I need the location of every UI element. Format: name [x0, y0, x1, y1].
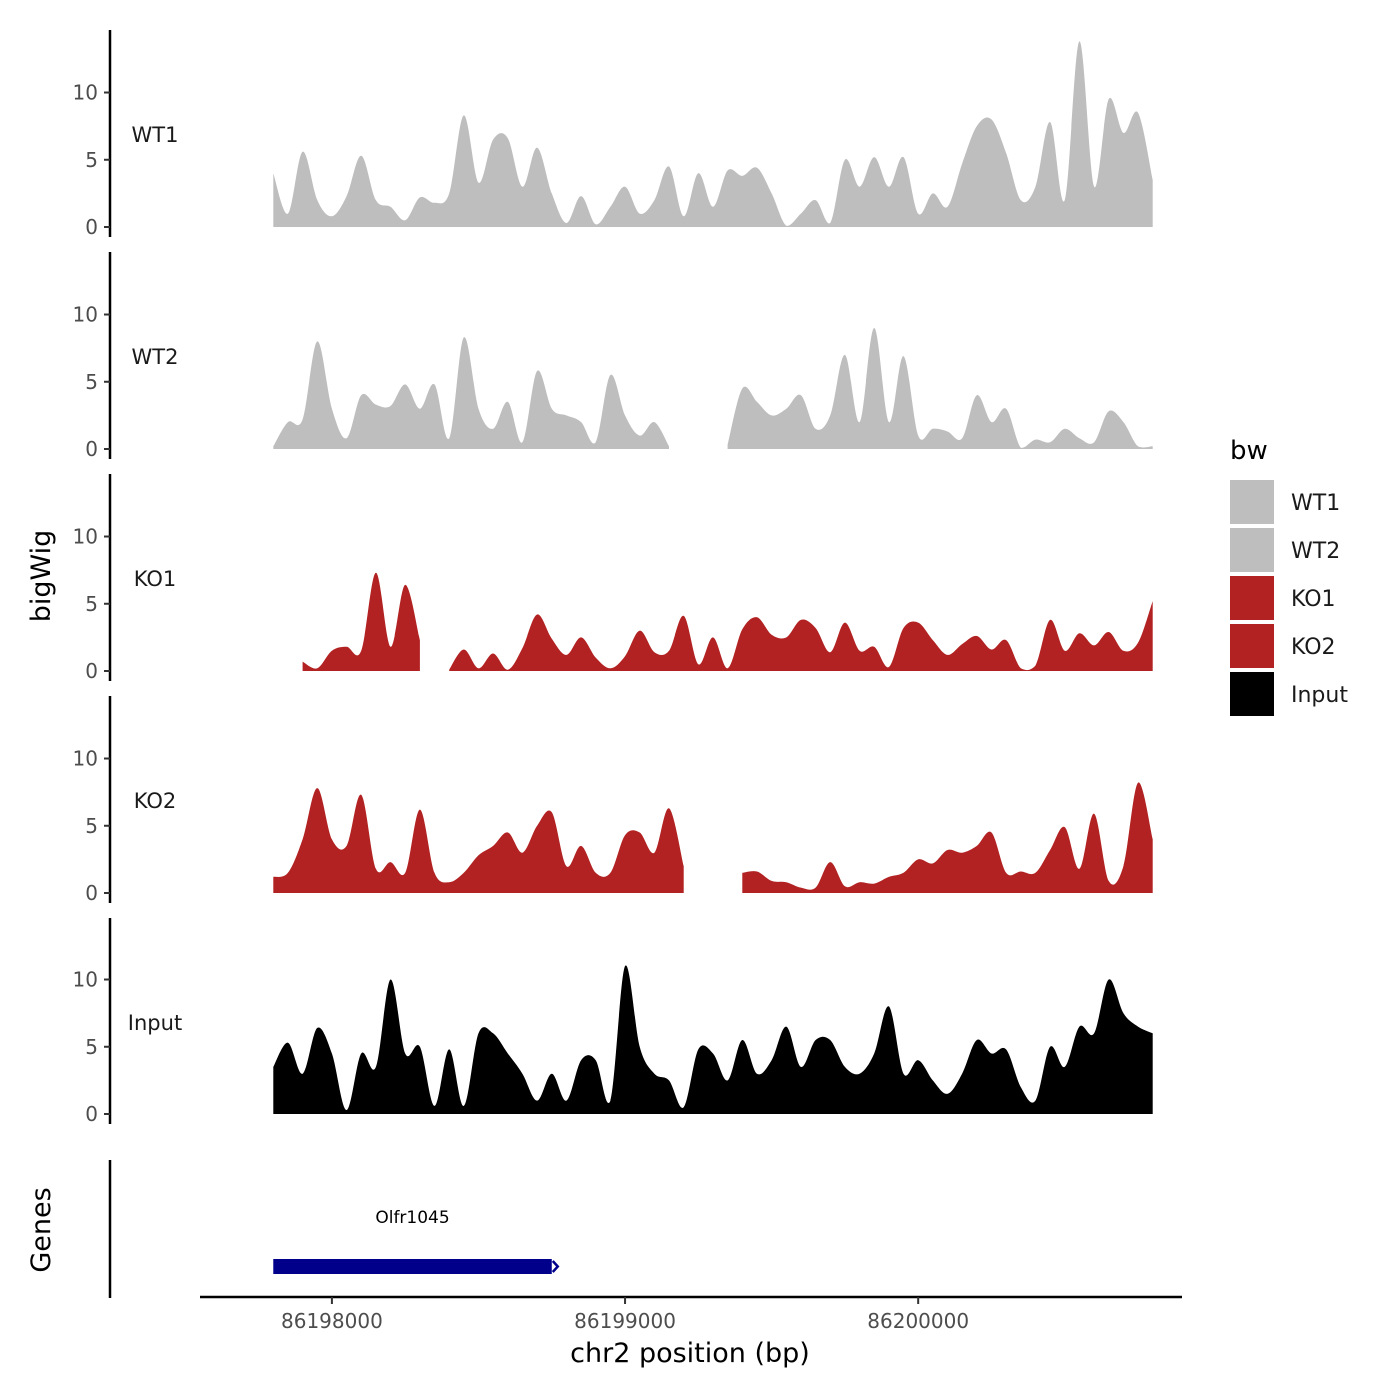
legend-swatch-input [1230, 672, 1274, 716]
legend-label-wt2: WT2 [1291, 539, 1340, 564]
signal-area-ko1 [449, 601, 1153, 671]
track-wt2: 0 5 10 WT2 [73, 252, 1153, 461]
y-axis-title: bigWig [26, 530, 57, 623]
y-tick-label: 5 [85, 1035, 98, 1059]
track-label-input: Input [128, 1011, 182, 1035]
track-ko2: 0 5 10 KO2 [73, 696, 1153, 905]
y-tick-label: 10 [73, 525, 98, 549]
x-tick-label: 86199000 [574, 1309, 676, 1333]
track-label-wt1: WT1 [132, 123, 179, 147]
signal-area-wt1 [273, 41, 1153, 228]
signal-area-ko1 [302, 572, 420, 671]
y-tick-label: 0 [85, 1102, 98, 1126]
track-label-ko1: KO1 [134, 567, 177, 591]
genes-axis-title: Genes [26, 1187, 57, 1272]
signal-area-ko2 [273, 788, 684, 893]
track-wt1: 0 5 10 WT1 [73, 30, 1153, 239]
signal-area-input [273, 965, 1153, 1114]
track-input: 0 5 10 Input [73, 918, 1153, 1126]
y-tick-label: 0 [85, 881, 98, 905]
signal-tracks: 0 5 10 WT1 0 5 10 WT2 0 5 10 KO1 0 5 10 KO2 0 5 10 Input [73, 30, 1153, 1126]
x-axis: 86198000 86199000 86200000 [200, 1295, 1182, 1333]
y-tick-label: 10 [73, 968, 98, 992]
legend: bw WT1 WT2 KO1 KO2 Input [1230, 436, 1348, 716]
y-tick-label: 10 [73, 303, 98, 327]
genes-panel: Olfr1045 [108, 1160, 560, 1298]
signal-area-ko2 [742, 782, 1153, 893]
y-tick-label: 10 [73, 747, 98, 771]
x-axis-title: chr2 position (bp) [570, 1338, 810, 1369]
gene-label: Olfr1045 [375, 1208, 449, 1228]
legend-swatch-ko1 [1230, 576, 1274, 620]
track-label-wt2: WT2 [132, 345, 179, 369]
y-tick-label: 0 [85, 437, 98, 461]
legend-swatch-ko2 [1230, 624, 1274, 668]
y-tick-label: 5 [85, 814, 98, 838]
legend-label-ko2: KO2 [1291, 635, 1336, 660]
legend-title: bw [1230, 436, 1268, 466]
gene-body [273, 1259, 552, 1274]
legend-label-input: Input [1291, 683, 1348, 708]
legend-swatch-wt2 [1230, 528, 1274, 572]
gene-strand-arrow [551, 1260, 560, 1273]
x-tick-label: 86200000 [867, 1309, 969, 1333]
y-tick-label: 5 [85, 592, 98, 616]
y-tick-label: 5 [85, 148, 98, 172]
y-tick-label: 0 [85, 215, 98, 239]
y-tick-label: 10 [73, 81, 98, 105]
x-tick-label: 86198000 [281, 1309, 383, 1333]
legend-label-ko1: KO1 [1291, 587, 1336, 612]
legend-label-wt1: WT1 [1291, 491, 1340, 516]
y-tick-label: 0 [85, 659, 98, 683]
y-tick-label: 5 [85, 370, 98, 394]
track-ko1: 0 5 10 KO1 [73, 474, 1153, 683]
signal-area-wt2 [727, 328, 1153, 449]
track-label-ko2: KO2 [134, 789, 177, 813]
legend-swatch-wt1 [1230, 480, 1274, 524]
signal-area-wt2 [273, 337, 669, 449]
